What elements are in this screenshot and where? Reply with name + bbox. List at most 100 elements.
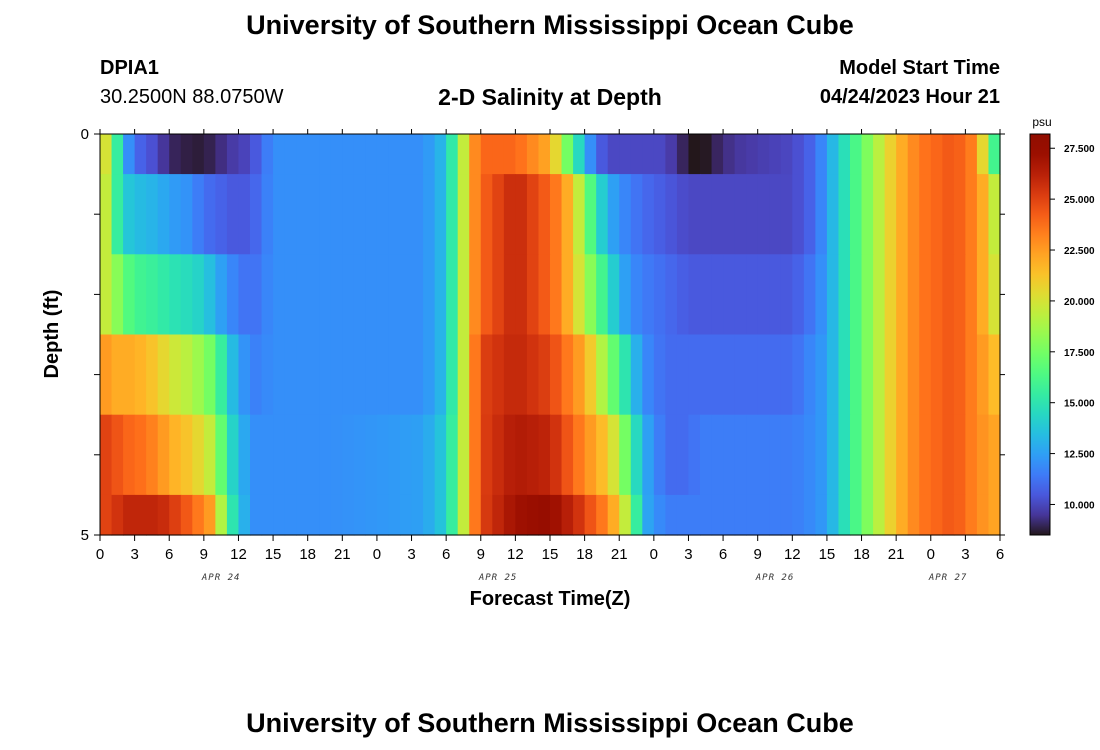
heatmap-cell <box>538 494 551 536</box>
colorbar-units: psu <box>1032 115 1051 129</box>
heatmap-cell <box>238 254 251 336</box>
heatmap-cell <box>965 174 978 255</box>
x-axis-label: Forecast Time(Z) <box>470 588 631 610</box>
heatmap-cell <box>261 334 274 416</box>
heatmap-cell <box>988 134 1001 175</box>
heatmap-cell <box>492 254 505 336</box>
heatmap-cell <box>296 494 309 536</box>
heatmap-cell <box>619 414 632 496</box>
heatmap-cell <box>965 254 978 336</box>
heatmap-cell <box>896 134 909 175</box>
heatmap-cell <box>723 494 736 536</box>
heatmap-cell <box>134 414 147 496</box>
heatmap-cell <box>953 414 966 496</box>
heatmap-cell <box>884 414 897 496</box>
x-tick-label: 15 <box>542 546 559 563</box>
heatmap-cell <box>111 134 124 175</box>
heatmap-cell <box>711 334 724 416</box>
heatmap-cell <box>376 414 390 496</box>
heatmap-cell <box>896 414 909 496</box>
heatmap-cell <box>907 334 920 416</box>
heatmap-cell <box>700 414 713 496</box>
x-date-label: APR 24 <box>201 573 241 583</box>
heatmap-cell <box>469 414 482 496</box>
heatmap-cell <box>642 254 655 336</box>
heatmap-cell <box>942 174 955 255</box>
heatmap-cell <box>953 494 966 536</box>
heatmap-cell <box>550 134 563 175</box>
heatmap-cell <box>642 414 655 496</box>
heatmap-cell <box>976 494 990 536</box>
y-tick-label: 5 <box>81 527 89 544</box>
heatmap-cell <box>988 174 1001 255</box>
heatmap-cell <box>169 334 182 416</box>
heatmap-cell <box>319 134 332 175</box>
heatmap-cell <box>492 174 505 255</box>
heatmap-cell <box>711 494 724 536</box>
heatmap-cell <box>780 134 793 175</box>
heatmap-cell <box>757 334 770 416</box>
heatmap-cell <box>838 414 851 496</box>
heatmap-cell <box>665 334 678 416</box>
heatmap-cell <box>988 414 1001 496</box>
heatmap-cell <box>942 414 955 496</box>
heatmap-cell <box>503 134 516 175</box>
heatmap-cell <box>400 174 413 255</box>
heatmap-cell <box>446 494 459 536</box>
heatmap-cell <box>307 174 320 255</box>
x-tick-label: 3 <box>961 546 969 563</box>
heatmap-cell <box>723 134 736 175</box>
heatmap-cell <box>526 254 540 336</box>
heatmap-cell <box>907 254 920 336</box>
heatmap-cell <box>469 334 482 416</box>
heatmap-cell <box>296 134 309 175</box>
heatmap-cell <box>630 254 643 336</box>
heatmap-cell <box>734 334 747 416</box>
heatmap-cell <box>319 174 332 255</box>
heatmap-cell <box>273 334 286 416</box>
heatmap-cell <box>538 134 551 175</box>
heatmap-cell <box>503 334 516 416</box>
heatmap-cell <box>400 134 413 175</box>
heatmap-cell <box>953 174 966 255</box>
heatmap-cell <box>953 334 966 416</box>
heatmap-cell <box>550 334 563 416</box>
heatmap-cell <box>238 494 251 536</box>
heatmap-cell <box>561 134 574 175</box>
station-id: DPIA1 <box>100 57 159 79</box>
heatmap-cell <box>215 334 228 416</box>
colorbar-tick-label: 25.000 <box>1064 195 1095 206</box>
heatmap-cell <box>665 254 678 336</box>
heatmap-cell <box>273 414 286 496</box>
heatmap-cell <box>919 414 932 496</box>
heatmap-cell <box>123 414 136 496</box>
heatmap-cell <box>100 174 113 255</box>
heatmap-cell <box>388 174 401 255</box>
heatmap-cell <box>526 494 540 536</box>
heatmap-cell <box>353 494 366 536</box>
heatmap-cell <box>296 334 309 416</box>
heatmap-cell <box>169 254 182 336</box>
heatmap-cell <box>619 334 632 416</box>
heatmap-cell <box>596 254 609 336</box>
heatmap-cell <box>884 334 897 416</box>
heatmap-cell <box>526 334 540 416</box>
heatmap-cell <box>261 134 274 175</box>
heatmap-cell <box>169 494 182 536</box>
colorbar-tick-label: 12.500 <box>1064 450 1095 461</box>
heatmap-cell <box>873 254 886 336</box>
heatmap-cell <box>596 414 609 496</box>
heatmap-cell <box>365 174 378 255</box>
heatmap-cell <box>342 254 355 336</box>
heatmap-cell <box>192 414 205 496</box>
heatmap-cell <box>226 494 240 536</box>
heatmap-cell <box>111 494 124 536</box>
x-tick-label: 15 <box>819 546 836 563</box>
heatmap-cell <box>688 414 701 496</box>
x-tick-label: 21 <box>334 546 351 563</box>
heatmap-cell <box>330 414 343 496</box>
heatmap-cell <box>446 174 459 255</box>
heatmap-cell <box>873 414 886 496</box>
heatmap-cell <box>953 134 966 175</box>
heatmap-cell <box>942 134 955 175</box>
